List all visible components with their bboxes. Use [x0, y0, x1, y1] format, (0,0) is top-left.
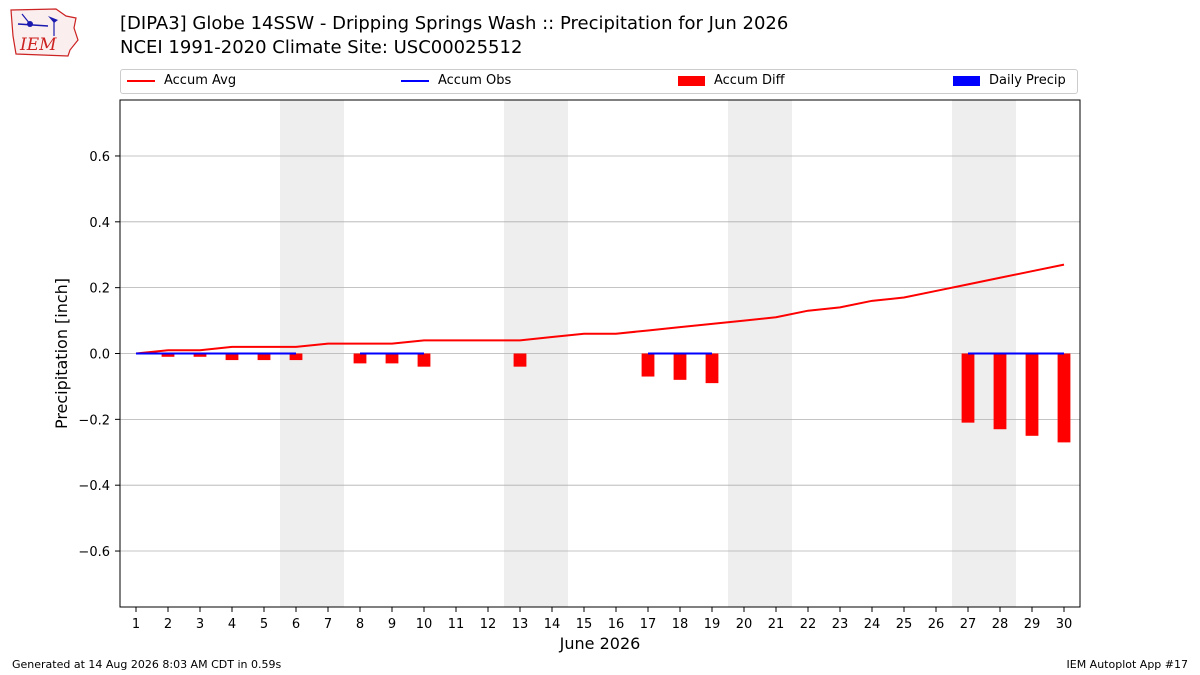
accum-diff-bar: [417, 353, 431, 367]
x-tick-label: 21: [768, 617, 785, 632]
x-tick-label: 19: [704, 617, 721, 632]
generated-footer: Generated at 14 Aug 2026 8:03 AM CDT in …: [12, 658, 282, 671]
legend-label: Accum Avg: [164, 73, 237, 88]
x-tick-label: 4: [228, 617, 236, 632]
accum-diff-bar: [289, 353, 303, 361]
x-tick-label: 5: [260, 617, 268, 632]
y-tick-label: 0.6: [89, 150, 110, 165]
accum-diff-bar: [993, 353, 1007, 430]
x-tick-label: 27: [960, 617, 977, 632]
accum-diff-bar: [673, 353, 687, 380]
x-tick-label: 8: [356, 617, 364, 632]
legend-label: Daily Precip: [989, 73, 1066, 88]
x-tick-label: 16: [608, 617, 625, 632]
x-tick-label: 13: [512, 617, 529, 632]
x-tick-label: 23: [832, 617, 849, 632]
accum-diff-bar: [385, 353, 399, 364]
x-tick-label: 7: [324, 617, 332, 632]
x-tick-label: 9: [388, 617, 396, 632]
iem-logo: IEM: [10, 8, 79, 57]
x-tick-label: 26: [928, 617, 945, 632]
x-tick-label: 6: [292, 617, 300, 632]
logo-text: IEM: [19, 35, 57, 55]
accum-diff-bar: [161, 353, 175, 357]
chart-subtitle: NCEI 1991-2020 Climate Site: USC00025512: [120, 37, 523, 58]
legend-item-accum-diff: Accum Diff: [678, 73, 785, 88]
chart-legend: Accum Avg Accum Obs Accum Diff Daily Precip: [120, 69, 1078, 94]
legend-item-accum-avg: Accum Avg: [127, 73, 236, 88]
x-tick-label: 14: [544, 617, 561, 632]
accum-diff-bar: [1057, 353, 1071, 443]
accum-diff-bar: [193, 353, 207, 357]
x-tick-label: 12: [480, 617, 497, 632]
x-tick-label: 22: [800, 617, 817, 632]
x-tick-label: 18: [672, 617, 689, 632]
x-tick-label: 11: [448, 617, 465, 632]
y-tick-label: −0.2: [78, 413, 110, 428]
y-tick-label: 0.2: [89, 282, 110, 297]
legend-item-accum-obs: Accum Obs: [401, 73, 511, 88]
y-tick-label: 0.0: [89, 348, 110, 363]
legend-label: Accum Diff: [714, 73, 785, 88]
legend-swatch: [401, 79, 429, 82]
x-tick-label: 1: [132, 617, 140, 632]
legend-swatch: [953, 75, 980, 86]
x-tick-label: 17: [640, 617, 657, 632]
legend-swatch: [678, 75, 705, 86]
y-tick-label: 0.4: [89, 216, 110, 231]
accum-diff-bar: [1025, 353, 1039, 436]
y-tick-label: −0.4: [78, 479, 110, 494]
y-axis-label: Precipitation [inch]: [52, 278, 71, 429]
accum-diff-bar: [961, 353, 975, 423]
accum-diff-bar: [705, 353, 719, 384]
accum-avg-line: [135, 263, 1065, 355]
legend-item-daily-precip: Daily Precip: [953, 73, 1066, 88]
app-footer: IEM Autoplot App #17: [1066, 658, 1189, 671]
legend-swatch: [127, 79, 155, 82]
x-tick-label: 28: [992, 617, 1009, 632]
x-tick-label: 3: [196, 617, 204, 632]
accum-diff-bar: [513, 353, 527, 367]
x-tick-label: 2: [164, 617, 172, 632]
accum-diff-bar: [353, 353, 367, 364]
x-tick-label: 10: [416, 617, 433, 632]
accum-diff-bar: [641, 353, 655, 377]
accum-diff-bar: [225, 353, 239, 361]
x-tick-label: 24: [864, 617, 881, 632]
x-tick-label: 20: [736, 617, 753, 632]
x-tick-label: 25: [896, 617, 913, 632]
x-axis-label: June 2026: [559, 634, 641, 653]
legend-label: Accum Obs: [438, 73, 512, 88]
x-tick-label: 29: [1024, 617, 1041, 632]
y-tick-label: −0.6: [78, 545, 110, 560]
accum-diff-bar: [257, 353, 271, 361]
chart-title: [DIPA3] Globe 14SSW - Dripping Springs W…: [120, 13, 789, 34]
x-tick-label: 15: [576, 617, 593, 632]
x-tick-label: 30: [1056, 617, 1073, 632]
